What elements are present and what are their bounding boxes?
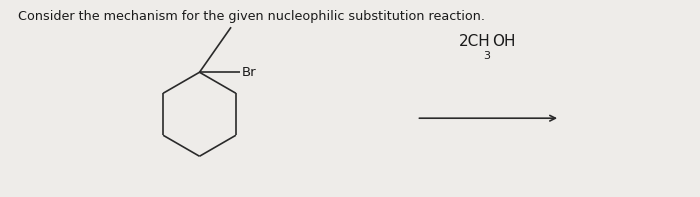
Text: Br: Br [241, 66, 256, 79]
Text: OH: OH [492, 34, 516, 49]
Text: 3: 3 [483, 51, 490, 61]
Text: 2CH: 2CH [458, 34, 490, 49]
Text: Consider the mechanism for the given nucleophilic substitution reaction.: Consider the mechanism for the given nuc… [18, 10, 484, 23]
